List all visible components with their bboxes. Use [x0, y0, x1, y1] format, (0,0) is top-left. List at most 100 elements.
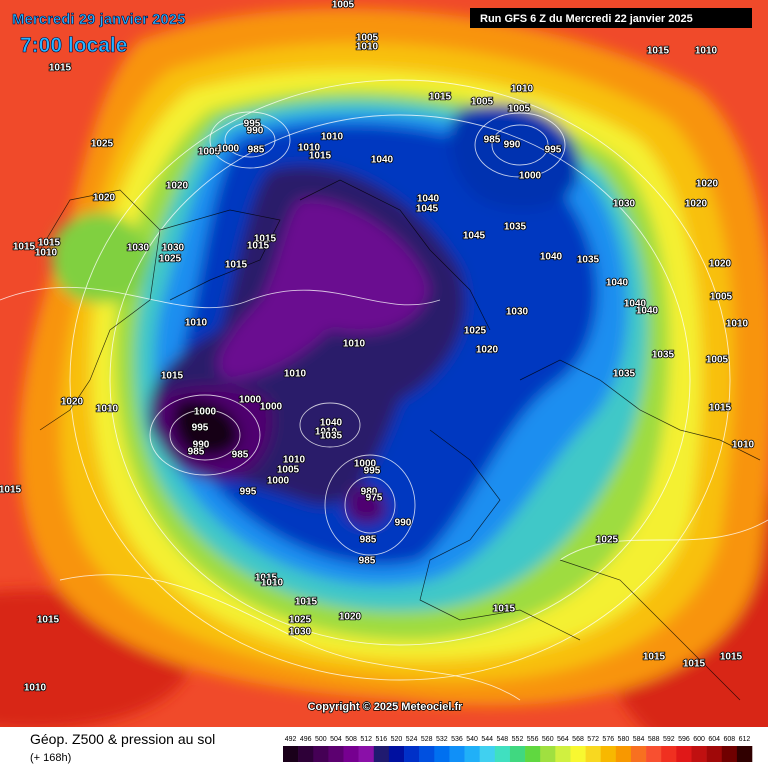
legend-label: 584	[633, 736, 645, 743]
legend-swatch	[328, 746, 344, 762]
legend-label: 544	[481, 736, 493, 743]
legend-swatch	[388, 746, 405, 762]
pressure-label: 1015	[709, 403, 732, 414]
pressure-label: 1005	[356, 33, 379, 44]
pressure-label: 1005	[710, 292, 733, 303]
legend-label: 532	[436, 736, 448, 743]
pressure-label: 1010	[315, 427, 338, 438]
legend-label: 592	[663, 736, 675, 743]
pressure-label: 1005	[508, 104, 531, 115]
pressure-label: 1010	[298, 143, 321, 154]
pressure-label: 995	[545, 145, 562, 156]
legend-swatch	[434, 746, 450, 762]
legend-label: 548	[497, 736, 509, 743]
legend-swatch	[721, 746, 738, 762]
pressure-label: 1000	[239, 395, 262, 406]
pressure-label: 975	[366, 493, 383, 504]
pressure-label: 1030	[506, 307, 529, 318]
pressure-label: 1030	[289, 627, 312, 638]
pressure-label: 1025	[464, 326, 487, 337]
legend-label: 568	[572, 736, 584, 743]
pressure-label: 1035	[652, 350, 675, 361]
pressure-label: 985	[232, 450, 249, 461]
legend-swatch	[404, 746, 420, 762]
pressure-label: 1015	[49, 63, 72, 74]
legend-label: 564	[557, 736, 569, 743]
footer-title: Géop. Z500 & pression au sol	[30, 731, 215, 747]
pressure-label: 985	[359, 556, 376, 567]
pressure-label: 1010	[283, 455, 306, 466]
pressure-label: 1030	[162, 243, 185, 254]
legend-label: 540	[466, 736, 478, 743]
legend-label: 496	[300, 736, 312, 743]
pressure-label: 1010	[343, 339, 366, 350]
pressure-label: 1010	[24, 683, 47, 694]
pressure-label: 1020	[476, 345, 499, 356]
pressure-label: 1015	[255, 573, 278, 584]
legend-swatch	[661, 746, 677, 762]
legend-swatch	[691, 746, 707, 762]
pressure-label: 1035	[577, 255, 600, 266]
legend-swatch	[283, 746, 299, 762]
legend-label: 508	[345, 736, 357, 743]
pressure-label: 1015	[295, 597, 318, 608]
pressure-label: 1015	[0, 485, 22, 496]
pressure-label: 1010	[185, 318, 208, 329]
pressure-label: 1000	[267, 476, 290, 487]
legend-swatch	[540, 746, 556, 762]
legend-swatch	[373, 746, 390, 762]
pressure-label: 985	[248, 145, 265, 156]
pressure-label: 1010	[726, 319, 749, 330]
pressure-label: 1010	[356, 42, 379, 53]
pressure-label: 1010	[284, 369, 307, 380]
legend-label: 588	[648, 736, 660, 743]
legend-swatch	[494, 746, 511, 762]
pressure-label: 1020	[696, 179, 719, 190]
pressure-label: 1010	[695, 46, 718, 57]
legend-label: 520	[391, 736, 403, 743]
legend-swatch	[313, 746, 329, 762]
run-info: Run GFS 6 Z du Mercredi 22 janvier 2025	[480, 13, 693, 25]
pressure-label: 1015	[37, 615, 60, 626]
legend-swatch	[555, 746, 571, 762]
legend-swatch	[570, 746, 586, 762]
pressure-label: 1015	[429, 92, 452, 103]
pressure-label: 985	[484, 135, 501, 146]
pressure-label: 1015	[309, 151, 332, 162]
pressure-label: 990	[247, 126, 264, 137]
pressure-label: 1035	[320, 431, 343, 442]
legend-label: 600	[693, 736, 705, 743]
pressure-label: 1045	[416, 204, 439, 215]
legend-swatch	[646, 746, 662, 762]
pressure-label: 1010	[321, 132, 344, 143]
legend-swatch	[449, 746, 465, 762]
pressure-label: 1000	[217, 144, 240, 155]
pressure-label: 990	[504, 140, 521, 151]
pressure-label: 1010	[96, 404, 119, 415]
pressure-label: 1035	[613, 369, 636, 380]
pressure-label: 1025	[159, 254, 182, 265]
legend-label: 524	[406, 736, 418, 743]
pressure-label: 1015	[493, 604, 516, 615]
pressure-label: 1015	[254, 234, 277, 245]
legend-label: 604	[708, 736, 720, 743]
legend-label: 572	[587, 736, 599, 743]
copyright: Copyright © 2025 Meteociel.fr	[308, 701, 464, 713]
legend-label: 552	[512, 736, 524, 743]
pressure-label: 1030	[127, 243, 150, 254]
legend-label: 536	[451, 736, 463, 743]
pressure-label: 1015	[647, 46, 670, 57]
legend-label: 596	[678, 736, 690, 743]
pressure-label: 1010	[511, 84, 534, 95]
color-legend: 492 496 500 504 508 512 516 520 524 528 532 536 540 5…	[283, 736, 753, 762]
pressure-label: 995	[192, 423, 209, 434]
pressure-label: 995	[240, 487, 257, 498]
legend-swatch	[615, 746, 632, 762]
pressure-label: 1015	[38, 238, 61, 249]
pressure-label: 990	[193, 440, 210, 451]
legend-swatch	[419, 746, 435, 762]
legend-swatch	[358, 746, 375, 762]
pressure-label: 1015	[161, 371, 184, 382]
